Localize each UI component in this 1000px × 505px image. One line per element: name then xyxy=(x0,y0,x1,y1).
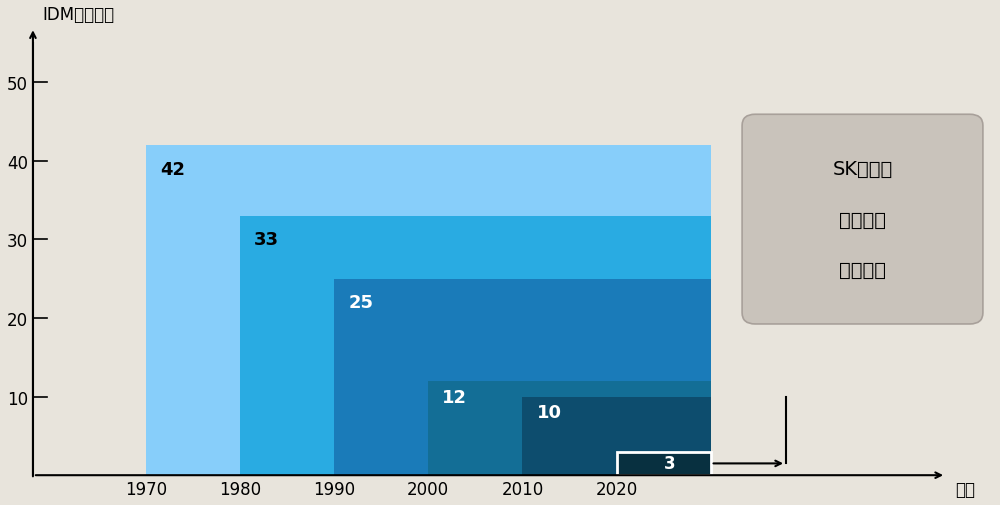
Bar xyxy=(522,397,711,475)
Text: SK海力士: SK海力士 xyxy=(832,160,893,179)
Text: 33: 33 xyxy=(254,231,279,249)
FancyBboxPatch shape xyxy=(742,115,983,324)
Text: 42: 42 xyxy=(160,161,185,178)
Text: IDM公司数量: IDM公司数量 xyxy=(42,7,114,24)
Text: 三星电子: 三星电子 xyxy=(839,210,886,229)
Text: 年份: 年份 xyxy=(955,480,975,498)
Bar xyxy=(428,381,711,475)
Text: 25: 25 xyxy=(348,294,373,312)
Text: 12: 12 xyxy=(442,388,467,406)
Bar xyxy=(334,279,711,475)
Text: 3: 3 xyxy=(664,454,675,473)
Bar xyxy=(240,217,711,475)
Bar xyxy=(146,146,711,475)
Text: 美光科技: 美光科技 xyxy=(839,261,886,280)
Text: 10: 10 xyxy=(537,403,562,422)
Bar xyxy=(617,452,711,475)
Bar xyxy=(617,452,711,475)
